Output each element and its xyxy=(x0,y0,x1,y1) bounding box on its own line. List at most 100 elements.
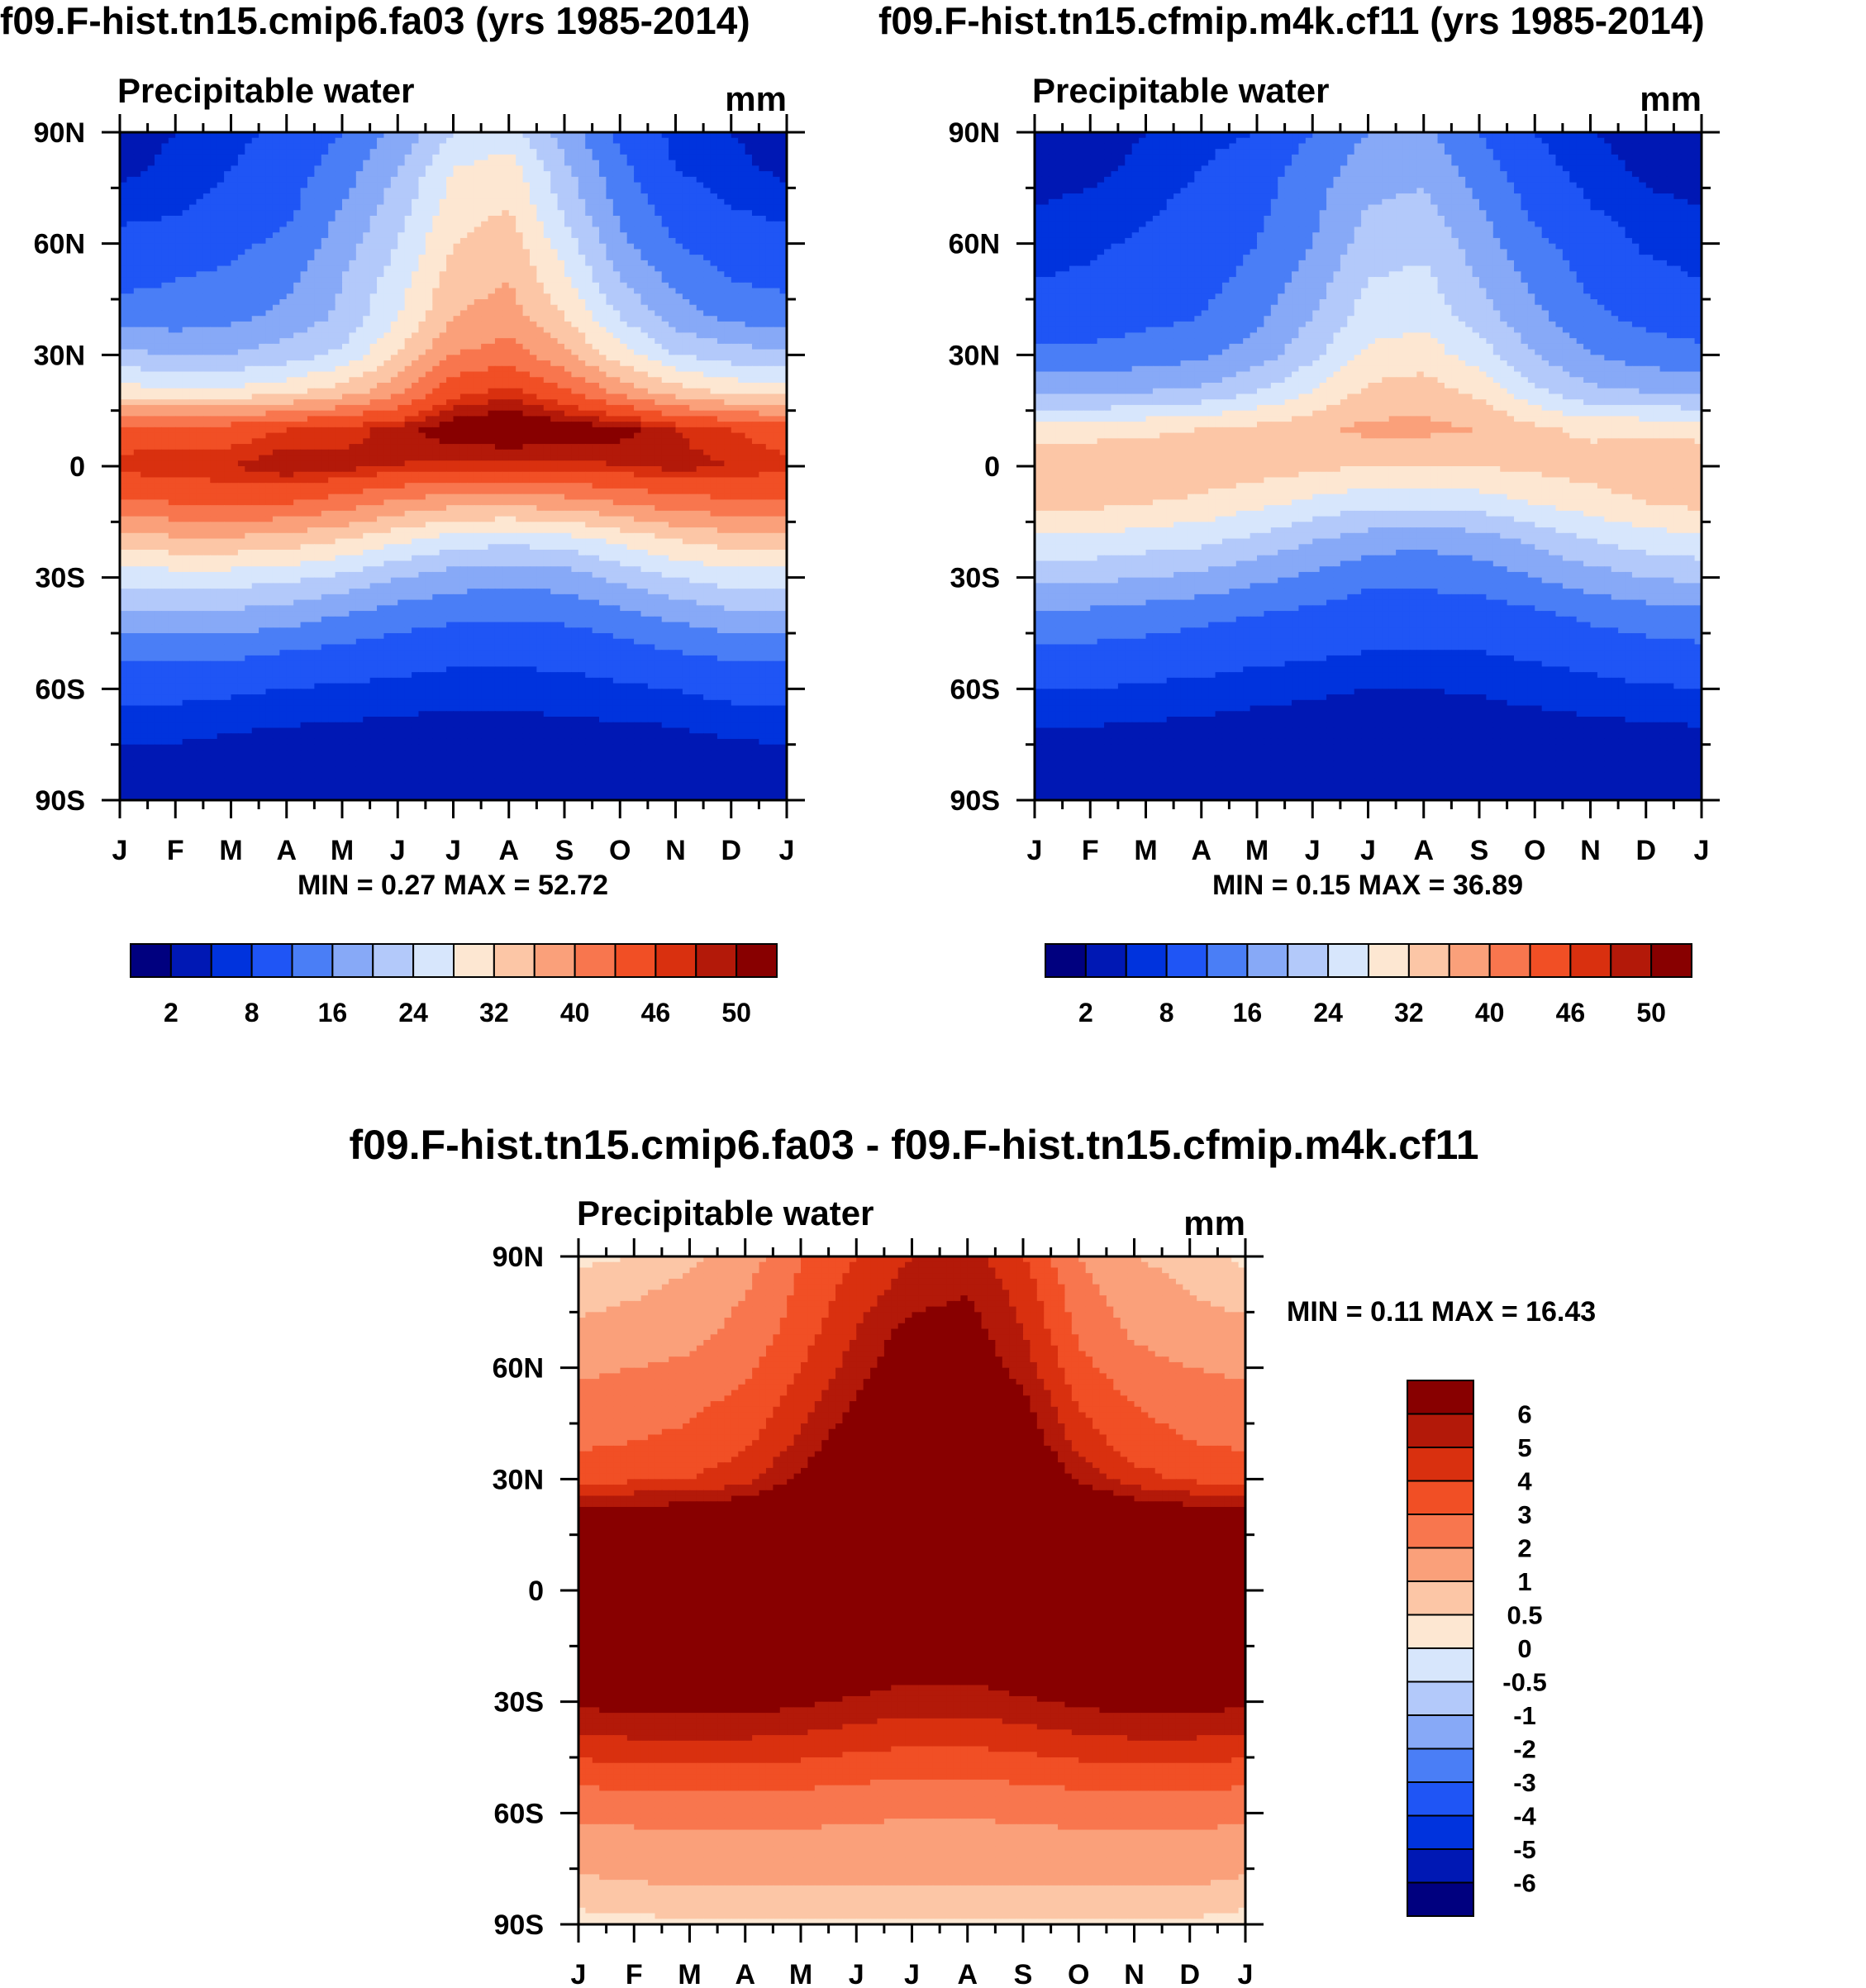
panel-model-a: f09.F-hist.tn15.cmip6.fa03 (yrs 1985-201… xyxy=(0,0,805,1027)
panel-a-contour-cell xyxy=(314,282,322,289)
panel-a-contour-cell xyxy=(612,288,621,294)
panel-a-contour-cell xyxy=(502,143,510,150)
panel-a-contour-cell xyxy=(355,255,364,261)
panel-a-contour-cell xyxy=(488,310,496,317)
panel-a-contour-cell xyxy=(397,282,406,289)
panel-a-contour-cell xyxy=(550,360,559,367)
panel-a-contour-cell xyxy=(731,260,739,267)
panel-a-contour-cell xyxy=(731,310,739,317)
panel-a-contour-cell xyxy=(640,288,649,294)
panel-a-contour-cell xyxy=(245,393,253,400)
panel-a-contour-cell xyxy=(307,154,315,161)
panel-a-contour-cell xyxy=(751,327,759,333)
panel-a-contour-cell xyxy=(508,277,516,284)
panel-a-contour-cell xyxy=(585,349,593,355)
panel-a-contour-cell xyxy=(488,249,496,255)
panel-a-contour-cell xyxy=(182,232,190,239)
panel-a-contour-cell xyxy=(494,310,502,317)
panel-a-contour-cell xyxy=(724,377,732,384)
panel-a-contour-cell xyxy=(279,193,288,200)
panel-a-contour-cell xyxy=(738,188,746,194)
panel-a-contour-cell xyxy=(731,237,739,245)
panel-a-contour-cell xyxy=(412,271,420,278)
panel-a-contour-cell xyxy=(599,327,607,333)
panel-a-contour-cell xyxy=(655,304,663,312)
panel-a-contour-cell xyxy=(307,388,315,395)
panel-a-contour-cell xyxy=(120,388,128,395)
panel-a-contour-cell xyxy=(383,204,392,211)
panel-a-contour-cell xyxy=(655,332,663,339)
panel-a-contour-cell xyxy=(689,404,697,412)
panel-a-contour-cell xyxy=(126,349,135,355)
panel-a-contour-cell xyxy=(210,393,218,400)
panel-a-contour-cell xyxy=(661,355,669,361)
panel-a-contour-cell xyxy=(425,288,433,294)
panel-a-contour-cell xyxy=(759,277,767,284)
panel-a-contour-cell xyxy=(251,410,259,417)
panel-a-contour-cell xyxy=(522,277,531,284)
panel-a-contour-cell xyxy=(508,282,516,289)
panel-a-contour-cell xyxy=(168,338,176,345)
panel-a-contour-cell xyxy=(418,399,426,406)
panel-a-contour-cell xyxy=(453,182,461,188)
panel-a-contour-cell xyxy=(321,193,329,200)
panel-a-contour-cell xyxy=(155,404,163,412)
panel-a-contour-cell xyxy=(550,416,559,422)
panel-a-contour-cell xyxy=(265,349,274,355)
panel-a-contour-cell xyxy=(689,165,697,172)
panel-a-contour-cell xyxy=(377,137,385,145)
panel-a-contour-cell xyxy=(516,388,524,395)
panel-a-contour-cell xyxy=(161,355,169,361)
panel-a-contour-cell xyxy=(453,265,461,272)
panel-a-contour-cell xyxy=(245,232,253,239)
panel-a-contour-cell xyxy=(307,338,315,345)
panel-a-contour-cell xyxy=(669,338,677,345)
panel-a-contour-cell xyxy=(161,216,169,222)
panel-a-contour-cell xyxy=(745,232,753,239)
panel-a-contour-cell xyxy=(279,404,288,412)
panel-a-contour-cell xyxy=(516,371,524,378)
panel-a-contour-cell xyxy=(661,316,669,322)
panel-a-contour-cell xyxy=(669,310,677,317)
panel-a-contour-cell xyxy=(640,393,649,400)
panel-a-contour-cell xyxy=(355,188,364,194)
panel-a-contour-cell xyxy=(502,255,510,261)
panel-a-contour-cell xyxy=(508,410,516,417)
panel-a-contour-cell xyxy=(550,293,559,300)
panel-a-contour-cell xyxy=(251,198,259,206)
panel-a-contour-cell xyxy=(474,310,482,317)
panel-a-contour-cell xyxy=(189,182,198,188)
panel-a-contour-cell xyxy=(459,149,468,155)
panel-a-contour-cell xyxy=(669,165,677,172)
panel-a-contour-cell xyxy=(161,260,169,267)
panel-a-contour-cell xyxy=(342,255,350,261)
panel-a-contour-cell xyxy=(446,160,455,166)
panel-a-contour-cell xyxy=(599,399,607,406)
panel-a-contour-cell xyxy=(231,365,239,373)
panel-a-contour-cell xyxy=(147,383,155,389)
panel-a-contour-cell xyxy=(272,243,280,250)
panel-a-contour-cell xyxy=(773,316,781,322)
panel-a-contour-cell xyxy=(502,260,510,267)
panel-a-contour-cell xyxy=(202,176,211,184)
panel-a-contour-cell xyxy=(251,388,259,395)
panel-a-contour-cell xyxy=(710,282,718,289)
panel-a-contour-cell xyxy=(140,249,149,255)
panel-a-contour-cell xyxy=(397,410,406,417)
panel-a-contour-cell xyxy=(279,388,288,395)
panel-a-contour-cell xyxy=(689,232,697,239)
panel-a-contour-cell xyxy=(620,377,628,384)
panel-a-contour-cell xyxy=(655,410,663,417)
panel-a-contour-cell xyxy=(459,260,468,267)
panel-a-contour-cell xyxy=(259,204,267,211)
panel-a-contour-cell xyxy=(189,216,198,222)
panel-a-contour-cell xyxy=(640,349,649,355)
panel-a-contour-cell xyxy=(578,399,586,406)
panel-a-contour-cell xyxy=(682,377,690,384)
panel-a-contour-cell xyxy=(759,383,767,389)
panel-a-contour-cell xyxy=(397,249,406,255)
panel-a-contour-cell xyxy=(508,160,516,166)
panel-a-contour-cell xyxy=(640,182,649,188)
panel-a-contour-cell xyxy=(745,176,753,184)
panel-a-contour-cell xyxy=(508,249,516,255)
